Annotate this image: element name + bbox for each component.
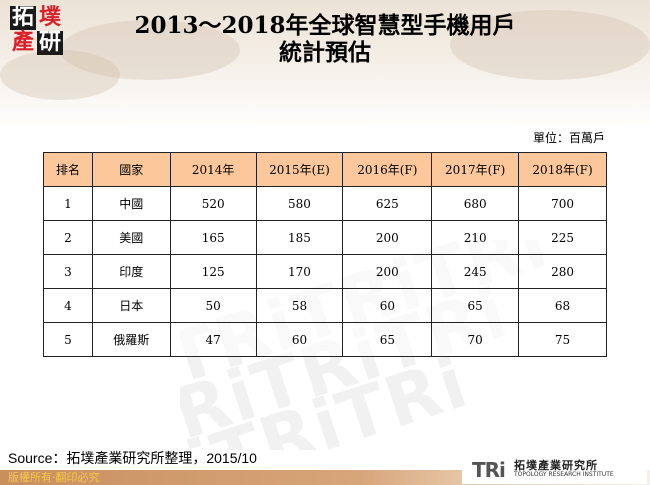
header-map-background	[0, 0, 650, 130]
column-header-country: 國家	[91, 152, 171, 187]
column-header-2015: 2015年(E)	[255, 152, 344, 187]
country-cell: 日本	[91, 288, 171, 323]
table-row: 4 日本 50 58 60 65 68	[43, 288, 607, 323]
country-cell: 俄羅斯	[91, 322, 171, 357]
logo-char: 研	[37, 30, 63, 55]
table-row: 5 俄羅斯 47 60 65 70 75	[43, 322, 607, 357]
page-title: 2013～2018年全球智慧型手機用戶 統計預估	[100, 12, 550, 66]
column-header-rank: 排名	[43, 152, 93, 187]
logo-char: 產	[11, 30, 34, 55]
tri-logo-mark: TRi	[472, 458, 506, 482]
value-cell: 625	[342, 186, 433, 221]
rank-cell: 4	[43, 288, 93, 323]
value-cell: 165	[169, 220, 257, 255]
value-cell: 65	[342, 322, 433, 357]
value-cell: 245	[431, 254, 520, 289]
title-line-1: 2013～2018年全球智慧型手機用戶	[134, 12, 516, 39]
rank-cell: 5	[43, 322, 93, 357]
value-cell: 75	[518, 322, 607, 357]
logo-char: 拓	[10, 5, 36, 30]
value-cell: 58	[255, 288, 344, 323]
table-row: 3 印度 125 170 200 245 280	[43, 254, 607, 289]
rank-cell: 2	[43, 220, 93, 255]
title-line-2: 統計預估	[279, 39, 371, 66]
value-cell: 200	[342, 254, 433, 289]
value-cell: 50	[169, 288, 257, 323]
value-cell: 200	[342, 220, 433, 255]
copyright-notice: 版權所有‧翻印必究	[8, 471, 100, 484]
country-cell: 印度	[91, 254, 171, 289]
unit-label: 單位：百萬戶	[532, 131, 605, 145]
column-header-2018: 2018年(F)	[518, 152, 607, 187]
value-cell: 185	[255, 220, 344, 255]
brand-name-chinese: 拓墣產業研究所	[514, 459, 598, 472]
column-header-2014: 2014年	[169, 152, 257, 187]
table-row: 1 中國 520 580 625 680 700	[43, 186, 607, 221]
rank-cell: 3	[43, 254, 93, 289]
logo-char: 墣	[38, 5, 61, 30]
country-cell: 美國	[91, 220, 171, 255]
value-cell: 225	[518, 220, 607, 255]
map-shape	[450, 10, 650, 80]
table-row: 2 美國 165 185 200 210 225	[43, 220, 607, 255]
value-cell: 60	[342, 288, 433, 323]
value-cell: 125	[169, 254, 257, 289]
value-cell: 210	[431, 220, 520, 255]
rank-cell: 1	[43, 186, 93, 221]
table-header-row: 排名 國家 2014年 2015年(E) 2016年(F) 2017年(F) 2…	[43, 152, 607, 187]
value-cell: 700	[518, 186, 607, 221]
value-cell: 280	[518, 254, 607, 289]
brand-name-english: TOPOLOGY RESEARCH INSTITUTE	[514, 471, 614, 478]
value-cell: 170	[255, 254, 344, 289]
map-shape	[0, 50, 120, 100]
tri-footer-logo: TRi 拓墣產業研究所 TOPOLOGY RESEARCH INSTITUTE	[462, 454, 647, 484]
value-cell: 680	[431, 186, 520, 221]
tri-logo-letters: TRi	[472, 458, 506, 482]
smartphone-users-table: 排名 國家 2014年 2015年(E) 2016年(F) 2017年(F) 2…	[43, 152, 607, 357]
value-cell: 65	[431, 288, 520, 323]
value-cell: 580	[255, 186, 344, 221]
tri-header-logo: 拓 墣 產 研	[8, 4, 64, 55]
value-cell: 47	[169, 322, 257, 357]
country-cell: 中國	[91, 186, 171, 221]
watermark-text: TRiTRiTRi	[180, 340, 478, 450]
column-header-2017: 2017年(F)	[431, 152, 520, 187]
value-cell: 68	[518, 288, 607, 323]
column-header-2016: 2016年(F)	[342, 152, 433, 187]
map-shape	[60, 20, 240, 80]
value-cell: 520	[169, 186, 257, 221]
value-cell: 60	[255, 322, 344, 357]
value-cell: 70	[431, 322, 520, 357]
source-note: Source：拓墣產業研究所整理，2015/10	[8, 450, 257, 466]
